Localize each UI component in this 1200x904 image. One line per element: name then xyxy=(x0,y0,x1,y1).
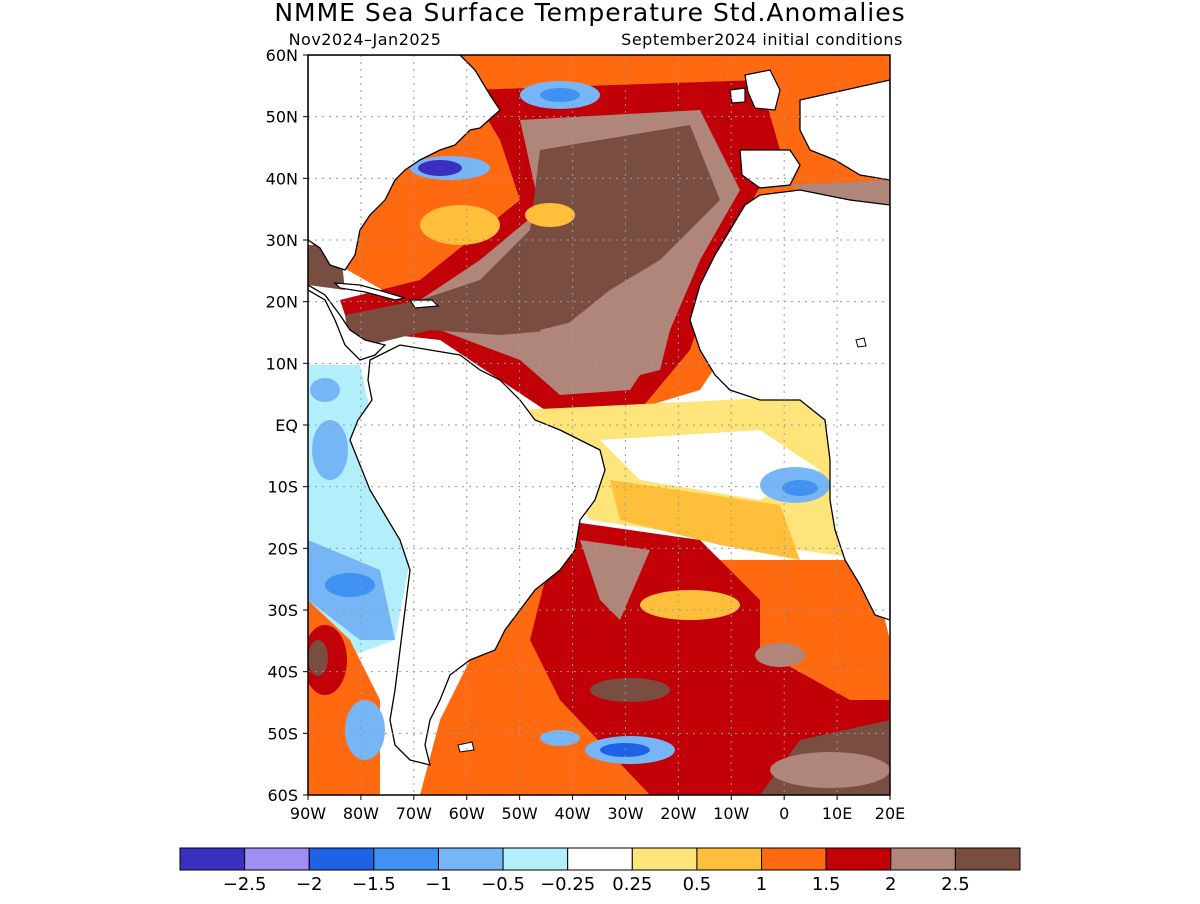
land-europe xyxy=(799,79,890,181)
land-bioko xyxy=(855,337,867,348)
anomaly-field xyxy=(308,55,890,795)
field-equatorial-orange xyxy=(610,480,800,560)
gridlines xyxy=(308,55,890,795)
lat-tick-label: 10N xyxy=(266,354,298,373)
colorbar-swatch xyxy=(631,847,698,871)
field-pacific-blue-n xyxy=(310,378,340,402)
land-south-america xyxy=(349,344,606,766)
colorbar-label: 2 xyxy=(885,874,896,895)
field-blue-gulfguinea-core xyxy=(782,480,818,496)
colorbar-swatch xyxy=(954,847,1021,871)
colorbar-label: 0.25 xyxy=(612,874,652,895)
land-ireland xyxy=(729,87,746,104)
lon-tick-label: 70W xyxy=(396,804,432,823)
map-panel: 60N 50N 40N 30N 20N 10N EQ 10S 20S 30S 40S 50S 60S90… xyxy=(266,46,906,823)
lon-tick-label: 50W xyxy=(502,804,538,823)
lon-tick-label: 80W xyxy=(343,804,379,823)
lat-tick-label: 60S xyxy=(267,786,298,805)
lat-tick-label: 30S xyxy=(267,601,298,620)
forecast-period: Nov2024–Jan2025 xyxy=(289,30,442,49)
colorbar-label: −1.5 xyxy=(352,874,396,895)
land xyxy=(308,55,890,766)
field-south-brown2 xyxy=(755,643,805,667)
land-uk xyxy=(744,69,781,111)
lon-tick-label: 20E xyxy=(875,804,905,823)
colorbar-swatch xyxy=(179,847,246,871)
colorbar-label: −0.25 xyxy=(540,874,595,895)
field-north-brown xyxy=(345,125,720,350)
field-pacific-brown xyxy=(308,640,328,676)
land-central-america xyxy=(308,284,387,361)
field-pacific-blue-core xyxy=(325,573,375,597)
lat-tick-label: 40S xyxy=(267,663,298,682)
colorbar-swatch xyxy=(567,847,633,871)
field-south-brown1 xyxy=(590,678,670,702)
field-south-blue2 xyxy=(540,730,580,746)
colorbar-swatch xyxy=(890,847,956,871)
field-purple-gulfstream xyxy=(418,160,462,176)
colorbar-swatch xyxy=(825,847,892,871)
initial-conditions: September2024 initial conditions xyxy=(621,30,903,49)
colorbar-label: −2 xyxy=(296,874,323,895)
colorbar-swatch xyxy=(502,847,569,871)
land-hispaniola xyxy=(408,299,440,309)
colorbar-label: −0.5 xyxy=(481,874,525,895)
land-cuba xyxy=(333,282,406,301)
field-south-yellow xyxy=(640,590,740,620)
colorbar-label: 0.5 xyxy=(683,874,712,895)
land-falklands xyxy=(457,741,475,753)
lon-tick-label: 0 xyxy=(779,804,789,823)
colorbar-label: 2.5 xyxy=(941,874,970,895)
land-africa xyxy=(689,189,890,621)
lat-tick-label: 20N xyxy=(266,293,298,312)
lat-tick-label: EQ xyxy=(275,416,298,435)
field-yellow-nw xyxy=(525,203,575,227)
colorbar-label: −1 xyxy=(425,874,452,895)
field-pacific-blue-s xyxy=(345,700,385,760)
field-blue-labrador-core xyxy=(540,88,580,102)
colorbar-label: 1.5 xyxy=(812,874,841,895)
lon-tick-label: 30W xyxy=(607,804,643,823)
axis-ticks: 60N 50N 40N 30N 20N 10N EQ 10S 20S 30S 40S 50S 60S90… xyxy=(266,46,906,823)
field-pacific-blue-s2 xyxy=(312,420,348,480)
field-south-mauve2 xyxy=(770,752,890,788)
lon-tick-label: 90W xyxy=(290,804,326,823)
field-yellow-sargasso xyxy=(420,205,500,245)
colorbar-swatch xyxy=(308,847,375,871)
lon-tick-label: 20W xyxy=(660,804,696,823)
lon-tick-label: 40W xyxy=(554,804,590,823)
colorbar-swatch xyxy=(373,847,439,871)
colorbar-label: −2.5 xyxy=(223,874,267,895)
lon-tick-label: 60W xyxy=(449,804,485,823)
land-north-america xyxy=(308,55,501,271)
lon-tick-label: 10E xyxy=(822,804,852,823)
lat-tick-label: 40N xyxy=(266,169,298,188)
colorbar-swatch xyxy=(437,847,504,871)
colorbar: −2.5 −2 −1.5 −1 −0.5 −0.25 0.25 0.5 1 1.5 2 2.5 xyxy=(179,847,1021,895)
field-south-mauve xyxy=(580,540,650,620)
colorbar-swatch xyxy=(244,847,310,871)
colorbar-label: 1 xyxy=(756,874,767,895)
lon-tick-label: 10W xyxy=(713,804,749,823)
lat-tick-label: 60N xyxy=(266,46,298,65)
colorbar-swatch xyxy=(761,847,827,871)
lat-tick-label: 50S xyxy=(267,724,298,743)
colorbar-swatch xyxy=(696,847,763,871)
lat-tick-label: 30N xyxy=(266,231,298,250)
lat-tick-label: 50N xyxy=(266,108,298,127)
lat-tick-label: 10S xyxy=(267,478,298,497)
map-title: NMME Sea Surface Temperature Std.Anomali… xyxy=(274,0,905,27)
lat-tick-label: 20S xyxy=(267,539,298,558)
